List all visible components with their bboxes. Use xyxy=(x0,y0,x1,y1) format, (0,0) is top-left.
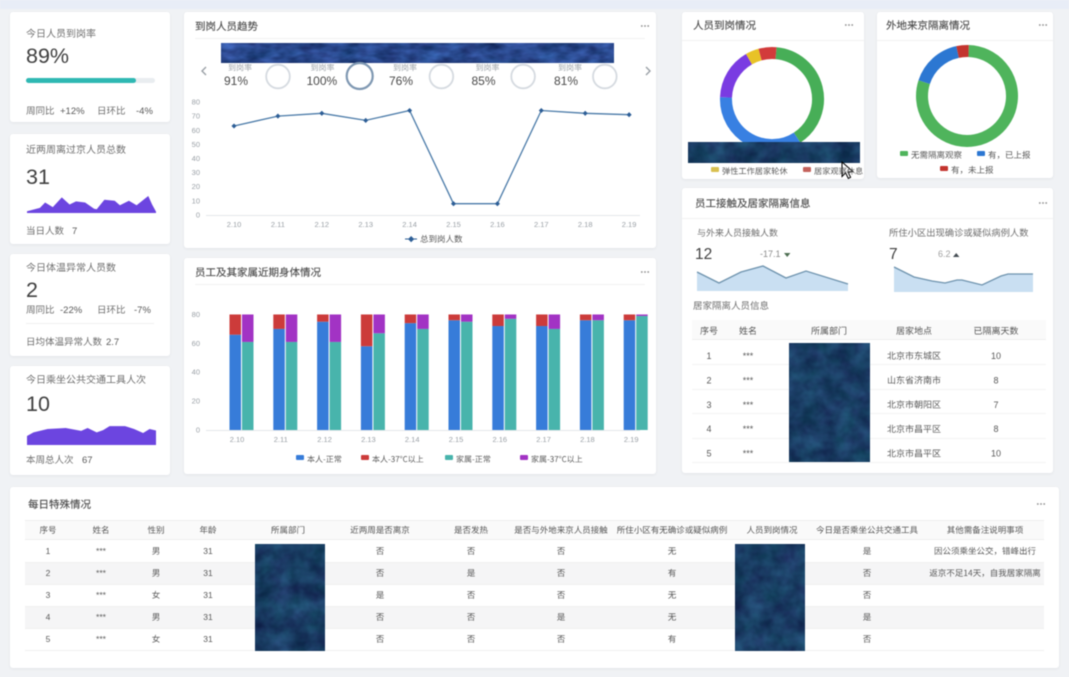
svg-text:2.11: 2.11 xyxy=(271,220,285,229)
svg-text:2.19: 2.19 xyxy=(622,220,637,229)
svg-text:***: *** xyxy=(96,634,107,644)
svg-text:70: 70 xyxy=(192,112,200,121)
svg-text:***: *** xyxy=(96,546,107,556)
svg-text:10: 10 xyxy=(991,351,1001,361)
svg-text:2.14: 2.14 xyxy=(402,220,417,229)
svg-text:80: 80 xyxy=(192,98,200,107)
svg-text:60: 60 xyxy=(192,126,200,135)
svg-text:6.2: 6.2 xyxy=(938,249,951,259)
svg-text:4: 4 xyxy=(706,424,711,434)
svg-text:7: 7 xyxy=(72,226,77,237)
svg-text:2.18: 2.18 xyxy=(580,435,595,444)
svg-text:1: 1 xyxy=(46,546,51,556)
svg-text:3: 3 xyxy=(46,590,51,600)
svg-text:50: 50 xyxy=(192,140,200,149)
svg-text:31: 31 xyxy=(26,165,50,189)
svg-text:***: *** xyxy=(743,351,754,361)
svg-text:91%: 91% xyxy=(224,74,248,88)
svg-text:2.12: 2.12 xyxy=(314,220,329,229)
svg-text:2.19: 2.19 xyxy=(624,435,639,444)
svg-text:40: 40 xyxy=(192,368,200,377)
svg-text:***: *** xyxy=(743,400,754,410)
svg-text:4: 4 xyxy=(46,612,51,622)
svg-text:2.18: 2.18 xyxy=(578,220,593,229)
svg-text:2.10: 2.10 xyxy=(230,435,245,444)
svg-text:20: 20 xyxy=(192,182,200,191)
svg-text:2.15: 2.15 xyxy=(446,220,461,229)
svg-text:2.16: 2.16 xyxy=(490,220,505,229)
svg-text:2.13: 2.13 xyxy=(358,220,373,229)
svg-text:2.16: 2.16 xyxy=(492,435,507,444)
svg-text:31: 31 xyxy=(203,634,213,644)
svg-text:2: 2 xyxy=(46,568,51,578)
svg-text:8: 8 xyxy=(993,375,998,385)
svg-text:***: *** xyxy=(96,568,107,578)
svg-text:31: 31 xyxy=(203,590,213,600)
svg-text:10: 10 xyxy=(192,196,200,205)
svg-text:2.12: 2.12 xyxy=(317,435,332,444)
svg-text:0: 0 xyxy=(196,426,200,435)
svg-text:2: 2 xyxy=(26,278,38,302)
svg-text:7: 7 xyxy=(993,400,998,410)
svg-text:2.14: 2.14 xyxy=(405,435,420,444)
svg-text:10: 10 xyxy=(991,449,1001,459)
svg-text:3: 3 xyxy=(706,400,711,410)
svg-text:2.13: 2.13 xyxy=(361,435,376,444)
svg-text:5: 5 xyxy=(46,634,51,644)
svg-text:8: 8 xyxy=(993,424,998,434)
svg-text:12: 12 xyxy=(695,246,712,263)
svg-text:76%: 76% xyxy=(389,74,413,88)
svg-text:5: 5 xyxy=(706,449,711,459)
svg-text:20: 20 xyxy=(192,397,200,406)
svg-text:***: *** xyxy=(743,375,754,385)
svg-text:0: 0 xyxy=(196,211,200,220)
svg-text:2.15: 2.15 xyxy=(449,435,464,444)
svg-text:-22%: -22% xyxy=(60,305,83,316)
svg-text:***: *** xyxy=(96,612,107,622)
svg-text:30: 30 xyxy=(192,168,200,177)
svg-text:-17.1: -17.1 xyxy=(760,249,781,259)
svg-text:81%: 81% xyxy=(554,74,578,88)
svg-text:67: 67 xyxy=(82,455,93,466)
svg-text:2.7: 2.7 xyxy=(106,337,119,348)
svg-text:***: *** xyxy=(743,449,754,459)
svg-text:31: 31 xyxy=(203,546,213,556)
svg-text:2.17: 2.17 xyxy=(534,220,549,229)
svg-text:60: 60 xyxy=(192,339,200,348)
svg-text:2.17: 2.17 xyxy=(536,435,551,444)
svg-text:-4%: -4% xyxy=(136,106,153,117)
svg-text:2: 2 xyxy=(706,375,711,385)
svg-text:7: 7 xyxy=(889,246,898,263)
svg-text:80: 80 xyxy=(192,310,200,319)
svg-text:***: *** xyxy=(96,590,107,600)
svg-text:***: *** xyxy=(743,424,754,434)
svg-text:40: 40 xyxy=(192,154,200,163)
svg-text:-7%: -7% xyxy=(134,305,151,316)
svg-text:1: 1 xyxy=(706,351,711,361)
svg-text:31: 31 xyxy=(203,612,213,622)
svg-text:85%: 85% xyxy=(472,74,496,88)
svg-text:89%: 89% xyxy=(26,44,69,68)
svg-text:+12%: +12% xyxy=(60,106,85,117)
svg-text:100%: 100% xyxy=(307,74,338,88)
svg-text:2.11: 2.11 xyxy=(274,435,288,444)
svg-text:2.10: 2.10 xyxy=(227,220,242,229)
svg-text:10: 10 xyxy=(26,392,50,416)
svg-text:31: 31 xyxy=(203,568,213,578)
